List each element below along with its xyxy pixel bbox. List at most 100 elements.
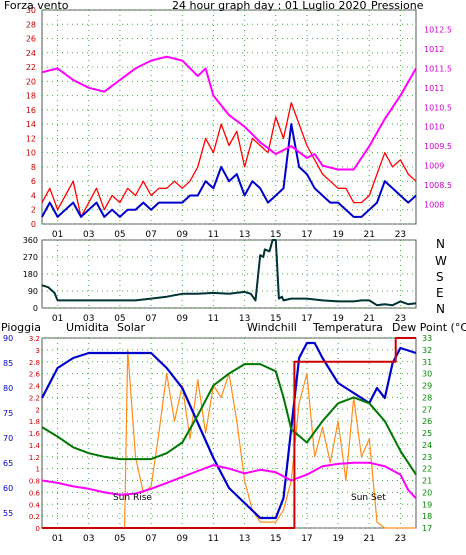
x-tick-label: 09 [177, 314, 189, 324]
x-tick-label: 19 [332, 534, 344, 544]
x-tick-label: 09 [177, 534, 189, 544]
sunrise-annotation: Sun Rise [113, 493, 152, 503]
y-tick-pressure: 1011.5 [424, 64, 452, 73]
y-tick-wind: 20 [26, 77, 36, 86]
x-tick-label: 09 [177, 230, 189, 240]
y-tick-wind: 0 [31, 220, 36, 229]
y-tick-direction: 360 [23, 236, 38, 245]
x-tick-label: 19 [332, 230, 344, 240]
x-tick-label: 03 [83, 534, 94, 544]
y-tick-rain: 0.8 [29, 478, 40, 486]
x-tick-label: 17 [301, 314, 312, 324]
y-tick-wind: 6 [31, 177, 36, 186]
y-tick-humidity: 85 [3, 359, 13, 368]
x-tick-label: 11 [208, 230, 219, 240]
legend-windchill: Windchill [247, 321, 297, 334]
y-tick-humidity: 70 [3, 434, 13, 443]
y-tick-wind: 30 [26, 6, 36, 15]
y-tick-pressure: 1011 [424, 84, 444, 93]
y-tick-rain: 2.4 [29, 383, 41, 391]
y-tick-temperature: 30 [422, 370, 432, 379]
wind-speed-line [41, 102, 417, 218]
x-tick-label: 19 [332, 314, 344, 324]
dir-label-e: E [436, 286, 444, 300]
y-tick-temperature: 21 [422, 477, 432, 486]
y-tick-wind: 10 [26, 149, 36, 158]
y-tick-direction: 0 [33, 304, 38, 313]
x-tick-label: 07 [145, 230, 156, 240]
x-tick-label: 21 [364, 534, 375, 544]
y-tick-rain: 0 [36, 525, 40, 533]
y-tick-rain: 0.2 [29, 513, 40, 521]
y-tick-rain: 3 [36, 347, 40, 355]
y-tick-wind: 14 [26, 120, 36, 129]
chart-marks [41, 55, 417, 529]
rain-line [42, 337, 416, 529]
y-tick-humidity: 75 [3, 409, 13, 418]
wind-direction-line [41, 239, 417, 307]
y-tick-pressure: 1012 [424, 45, 444, 54]
y-tick-temperature: 17 [422, 524, 432, 533]
y-tick-rain: 1.8 [29, 418, 40, 426]
x-tick-label: 01 [52, 314, 63, 324]
y-tick-humidity: 60 [3, 484, 13, 493]
y-tick-rain: 1.4 [29, 442, 41, 450]
x-tick-label: 01 [52, 534, 63, 544]
x-tick-label: 03 [83, 230, 94, 240]
x-tick-label: 23 [395, 230, 406, 240]
y-tick-humidity: 55 [3, 509, 13, 518]
x-tick-label: 13 [239, 230, 250, 240]
legend-umidita: Umidita [66, 321, 109, 334]
x-tick-label: 13 [239, 534, 250, 544]
y-tick-temperature: 32 [422, 346, 432, 355]
x-tick-label: 15 [270, 230, 281, 240]
y-tick-wind: 2 [31, 206, 36, 215]
y-tick-rain: 2.8 [29, 359, 40, 367]
wind-pressure-panel [41, 9, 417, 225]
y-tick-wind: 12 [26, 134, 36, 143]
y-tick-temperature: 33 [422, 334, 432, 343]
x-tick-label: 11 [208, 314, 219, 324]
y-tick-wind: 4 [31, 191, 36, 200]
y-tick-wind: 28 [26, 20, 36, 29]
y-tick-pressure: 1010 [424, 123, 444, 132]
pressure-line [41, 55, 417, 171]
x-tick-label: 17 [301, 534, 312, 544]
y-tick-wind: 16 [26, 106, 36, 115]
x-tick-label: 23 [395, 314, 406, 324]
y-tick-direction: 180 [23, 270, 38, 279]
dir-label-s: S [436, 270, 444, 284]
x-tick-label: 23 [395, 534, 406, 544]
rain-temp-panel [41, 337, 417, 529]
sunset-annotation: Sun Set [351, 493, 386, 503]
y-tick-temperature: 19 [422, 500, 432, 509]
x-tick-label: 13 [239, 314, 250, 324]
y-tick-temperature: 24 [422, 441, 432, 450]
y-tick-pressure: 1010.5 [424, 103, 452, 112]
y-tick-rain: 0.6 [29, 489, 41, 497]
y-tick-rain: 0.4 [29, 501, 41, 509]
legend-pioggia: Pioggia [1, 321, 41, 334]
x-tick-label: 11 [208, 534, 219, 544]
wind-speed-label: Forza vento [4, 0, 69, 12]
y-tick-rain: 2 [36, 406, 40, 414]
y-tick-direction: 270 [23, 253, 38, 262]
y-tick-pressure: 1009.5 [424, 142, 452, 151]
wind-direction-panel [41, 239, 417, 309]
x-tick-label: 05 [114, 314, 125, 324]
y-tick-wind: 22 [26, 63, 36, 72]
x-tick-label: 15 [270, 534, 281, 544]
y-tick-direction: 90 [28, 287, 38, 296]
y-tick-temperature: 23 [422, 453, 432, 462]
dewpoint-line [41, 461, 417, 499]
chart-title: 24 hour graph day : 01 Luglio 2020 [172, 0, 367, 12]
x-tick-label: 17 [301, 230, 312, 240]
y-tick-pressure: 1012.5 [424, 25, 452, 34]
temperature-line [41, 363, 417, 476]
y-tick-temperature: 25 [422, 429, 432, 438]
y-tick-pressure: 1008.5 [424, 181, 452, 190]
y-tick-rain: 1 [36, 466, 40, 474]
